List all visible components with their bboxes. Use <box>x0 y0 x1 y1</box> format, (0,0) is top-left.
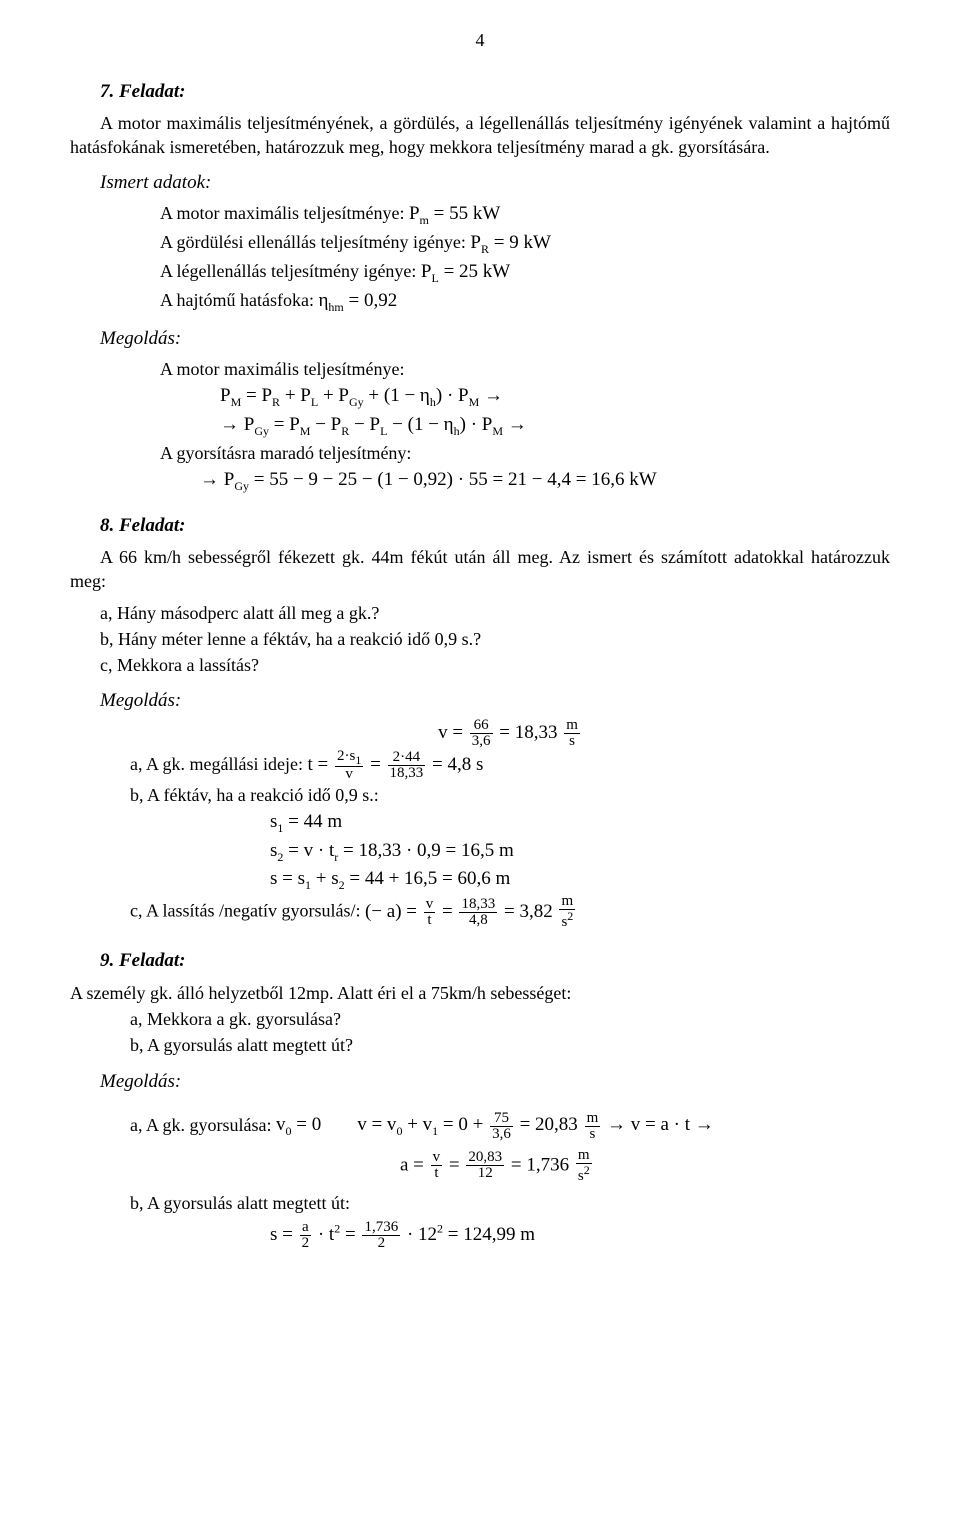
p9-a-eq1-right: v = v0 + v1 = 0 + 753,6 = 20,83 ms → v =… <box>357 1114 714 1135</box>
p8-b-label: b, A féktáv, ha a reakció idő 0,9 s.: <box>130 782 890 808</box>
p8-a-eq: t = 2·s1v = 2·4418,33 = 4,8 s <box>307 754 483 775</box>
exercise-7-data-title: Ismert adatok: <box>70 172 890 194</box>
exercise-9-title: 9. Feladat: <box>70 950 890 972</box>
p9-a-eq1-left: v0 = 0 <box>276 1114 321 1135</box>
p7-eq2: → PGy = PM − PR − PL − (1 − ηh) · PM → <box>220 411 890 440</box>
p7-d1-eq: Pm = 55 kW <box>409 203 500 224</box>
p7-d3: A légellenállás teljesítmény igénye: PL … <box>160 258 890 287</box>
p9-a-label: a, A gk. gyorsulása: <box>130 1114 276 1134</box>
page-number: 4 <box>70 30 890 51</box>
p7-d4: A hajtómű hatásfoka: ηhm = 0,92 <box>160 287 890 316</box>
p9-a: a, A gk. gyorsulása: v0 = 0 v = v0 + v1 … <box>130 1111 890 1142</box>
exercise-7-intro: A motor maximális teljesítményének, a gö… <box>70 111 890 160</box>
p7-sol-2-label: A gyorsításra maradó teljesítmény: <box>160 440 890 466</box>
p8-a: a, A gk. megállási ideje: t = 2·s1v = 2·… <box>130 749 890 782</box>
p7-d3-label: A légellenállás teljesítmény igénye: <box>160 261 421 281</box>
p8-c: c, A lassítás /negatív gyorsulás/: (− a)… <box>130 894 890 930</box>
p8-qa: a, Hány másodperc alatt áll meg a gk.? <box>70 600 890 626</box>
p9-a-eq2: a = vt = 20,8312 = 1,736 ms2 <box>400 1148 890 1184</box>
p8-qb: b, Hány méter lenne a féktáv, ha a reakc… <box>70 626 890 652</box>
document-page: 4 7. Feladat: A motor maximális teljesít… <box>0 0 960 1518</box>
p8-b-eq2: s2 = v · tr = 18,33 · 0,9 = 16,5 m <box>270 837 890 866</box>
p7-d2-label: A gördülési ellenállás teljesítmény igén… <box>160 232 470 252</box>
p7-d4-label: A hajtómű hatásfoka: <box>160 290 318 310</box>
p7-d2-eq: PR = 9 kW <box>470 232 551 253</box>
exercise-8-title: 8. Feladat: <box>70 515 890 537</box>
p8-a-label: a, A gk. megállási ideje: <box>130 754 307 774</box>
p7-sol-1-label: A motor maximális teljesítménye: <box>160 356 890 382</box>
p7-eq3: → PGy = 55 − 9 − 25 − (1 − 0,92) · 55 = … <box>200 466 890 495</box>
exercise-9-intro: A személy gk. álló helyzetből 12mp. Alat… <box>70 980 890 1006</box>
p8-qc: c, Mekkora a lassítás? <box>70 652 890 678</box>
p9-sol-title: Megoldás: <box>70 1071 890 1093</box>
p8-sol-title: Megoldás: <box>70 690 890 712</box>
exercise-8-intro: A 66 km/h sebességről fékezett gk. 44m f… <box>70 545 890 594</box>
p8-b-eq1: s1 = 44 m <box>270 808 890 837</box>
p8-eq-v: v = 663,6 = 18,33 ms <box>130 718 890 749</box>
p8-c-eq: (− a) = vt = 18,334,8 = 3,82 ms2 <box>365 901 577 922</box>
p8-b-eq3: s = s1 + s2 = 44 + 16,5 = 60,6 m <box>270 865 890 894</box>
p7-d3-eq: PL = 25 kW <box>421 261 510 282</box>
p9-b-eq: s = a2 · t2 = 1,7362 · 122 = 124,99 m <box>270 1220 890 1251</box>
p7-d1-label: A motor maximális teljesítménye: <box>160 203 409 223</box>
p7-eq1: PM = PR + PL + PGy + (1 − ηh) · PM → <box>220 382 890 411</box>
p9-qa: a, Mekkora a gk. gyorsulása? <box>130 1006 890 1032</box>
p8-c-label: c, A lassítás /negatív gyorsulás/: <box>130 901 365 921</box>
p9-qb: b, A gyorsulás alatt megtett út? <box>130 1032 890 1058</box>
exercise-7-title: 7. Feladat: <box>70 81 890 103</box>
p7-d1: A motor maximális teljesítménye: Pm = 55… <box>160 200 890 229</box>
p7-d2: A gördülési ellenállás teljesítmény igén… <box>160 229 890 258</box>
p7-sol-title: Megoldás: <box>70 328 890 350</box>
p9-b-label: b, A gyorsulás alatt megtett út: <box>130 1190 890 1216</box>
p7-d4-eq: ηhm = 0,92 <box>318 290 397 311</box>
